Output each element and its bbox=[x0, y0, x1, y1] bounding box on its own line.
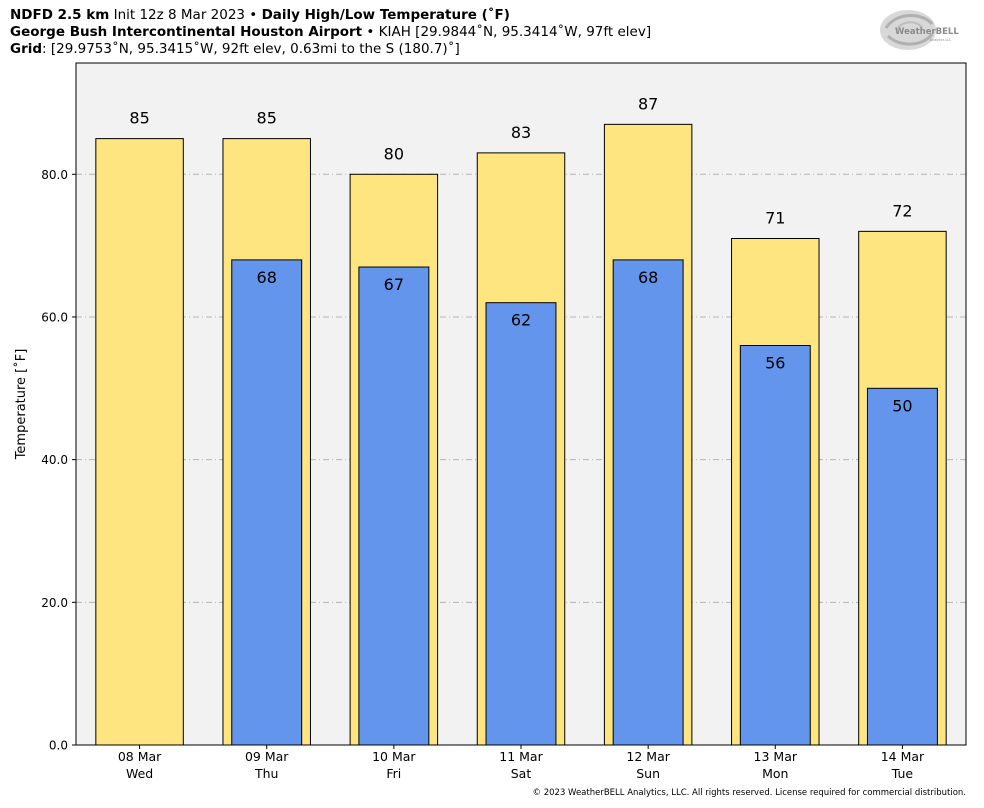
low-temp-label: 56 bbox=[765, 354, 785, 373]
high-temp-bar bbox=[95, 138, 184, 746]
copyright-notice: © 2023 WeatherBELL Analytics, LLC. All r… bbox=[532, 788, 966, 798]
y-tick-label: 80.0 bbox=[41, 168, 68, 182]
low-temp-bar bbox=[739, 345, 811, 746]
logo-subtext: Analytics LLC bbox=[930, 38, 952, 42]
y-tick-label: 0.0 bbox=[49, 739, 68, 753]
logo-text: WeatherBELL bbox=[895, 27, 959, 37]
data-labels: 85 85 68 80 67 83 62 87 68 71 56 72 50 bbox=[129, 94, 912, 415]
low-temp-label: 68 bbox=[638, 268, 658, 287]
low-temp-bar bbox=[358, 266, 430, 746]
grid-info: : [29.9753˚N, 95.3415˚W, 92ft elev, 0.63… bbox=[42, 41, 460, 57]
x-tick-day: Fri bbox=[386, 766, 401, 781]
low-temp-label: 50 bbox=[892, 396, 912, 415]
title-line-2: George Bush Intercontinental Houston Air… bbox=[10, 24, 651, 41]
bars bbox=[95, 123, 947, 746]
low-temp-label: 68 bbox=[257, 268, 277, 287]
y-axis-label: Temperature [˚F] bbox=[13, 349, 29, 461]
x-tick-date: 08 Mar bbox=[118, 749, 162, 764]
x-tick-date: 14 Mar bbox=[881, 749, 925, 764]
model-name: NDFD 2.5 km bbox=[10, 7, 110, 23]
x-tick-date: 11 Mar bbox=[499, 749, 543, 764]
x-tick-day: Mon bbox=[762, 766, 788, 781]
low-temp-label: 67 bbox=[384, 275, 404, 294]
init-time: Init 12z 8 Mar 2023 • bbox=[109, 7, 262, 23]
x-tick-day: Sun bbox=[636, 766, 660, 781]
high-temp-label: 72 bbox=[892, 201, 912, 220]
title-line-3: Grid: [29.9753˚N, 95.3415˚W, 92ft elev, … bbox=[10, 41, 460, 58]
low-temp-bar bbox=[866, 387, 938, 746]
x-tick-day: Tue bbox=[891, 766, 914, 781]
x-tick-date: 12 Mar bbox=[626, 749, 670, 764]
x-tick-date: 09 Mar bbox=[245, 749, 289, 764]
high-temp-label: 83 bbox=[511, 123, 531, 142]
station-name: George Bush Intercontinental Houston Air… bbox=[10, 24, 363, 40]
low-temp-bar bbox=[612, 259, 684, 746]
x-tick-day: Thu bbox=[254, 766, 278, 781]
low-temp-bar bbox=[231, 259, 303, 746]
y-tick-label: 20.0 bbox=[41, 596, 68, 610]
chart-title: Daily High/Low Temperature (˚F) bbox=[261, 7, 510, 23]
y-tick-label: 60.0 bbox=[41, 310, 68, 324]
low-temp-label: 62 bbox=[511, 311, 531, 330]
high-temp-label: 85 bbox=[129, 109, 149, 128]
x-tick-date: 10 Mar bbox=[372, 749, 416, 764]
high-temp-label: 80 bbox=[384, 144, 404, 163]
high-temp-label: 85 bbox=[257, 109, 277, 128]
x-tick-date: 13 Mar bbox=[754, 749, 798, 764]
high-temp-label: 71 bbox=[765, 208, 785, 227]
low-temp-bar bbox=[485, 302, 557, 746]
x-tick-day: Wed bbox=[126, 766, 153, 781]
weatherbell-logo: WeatherBELL Analytics LLC bbox=[880, 10, 959, 50]
grid-label: Grid bbox=[10, 41, 43, 57]
high-temp-label: 87 bbox=[638, 94, 658, 113]
axes: 0.0 20.0 40.0 60.0 80.0 08 Mar Wed 09 Mar Thu 10 … bbox=[41, 168, 925, 781]
title-line-1: NDFD 2.5 km Init 12z 8 Mar 2023 • Daily … bbox=[10, 7, 510, 24]
y-tick-label: 40.0 bbox=[41, 453, 68, 467]
x-tick-day: Sat bbox=[511, 766, 532, 781]
station-info: • KIAH [29.9844˚N, 95.3414˚W, 97ft elev] bbox=[362, 24, 652, 40]
